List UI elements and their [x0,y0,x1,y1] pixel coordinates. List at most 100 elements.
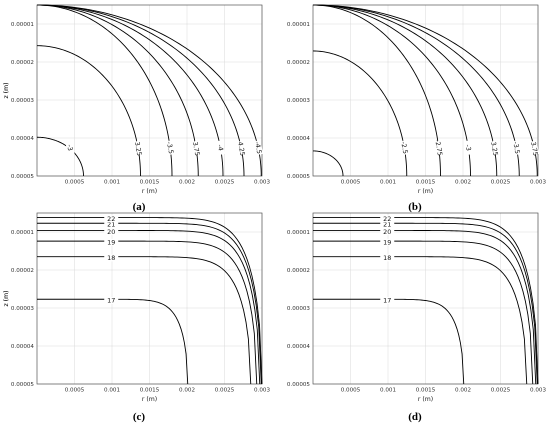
plot-frame [36,4,263,177]
contour-label-bg [489,140,500,156]
panel-caption: (c) [133,411,146,423]
contour-label: -3 [65,144,74,152]
x-tick-label: 0.0025 [491,180,511,186]
contour-line--4.5 [36,4,262,177]
contour-label: -4.5 [253,141,263,155]
x-tick-label: 0.002 [455,180,471,186]
contour-label: -2.75 [433,139,444,157]
x-axis-label: r (m) [418,396,433,403]
y-tick-label: 0.00002 [287,268,310,274]
y-tick-label: 0.00002 [287,60,310,66]
contour-label: -4 [216,144,225,152]
x-tick-label: 0.001 [104,180,120,186]
contour-label: -4.25 [236,139,247,157]
contour-label: 20 [383,228,391,236]
contour-label-bg [104,254,119,262]
x-tick-label: 0.002 [179,388,195,394]
contour-label-bg [529,140,540,156]
y-tick-label: 0.00005 [11,382,35,388]
contour-line--3 [36,136,84,177]
contour-line-18 [37,256,252,385]
x-tick-label: 0.0015 [140,388,160,394]
contour-label: 21 [107,221,115,229]
x-tick-label: 0.0015 [416,180,436,186]
contour-label: 21 [383,221,391,229]
contour-line-19 [37,240,258,385]
contour-label: 17 [107,297,115,305]
x-tick-label: 0.003 [254,180,270,186]
y-axis-label: z (m) [3,82,10,98]
contour-line--2.75 [312,4,441,177]
x-tick-label: 0.003 [254,388,270,394]
contour-label-bg [380,228,395,236]
x-tick-label: 0.0005 [65,388,85,394]
contour-label: 22 [383,215,391,223]
contour-label: 18 [107,254,115,262]
y-tick-label: 0.00003 [11,98,35,104]
x-tick-label: 0.0005 [341,180,361,186]
x-tick-label: 0.0005 [341,388,361,394]
x-tick-label: 0.0025 [491,388,511,394]
y-tick-label: 0.00001 [11,22,35,28]
x-tick-label: 0.0015 [140,180,160,186]
x-tick-label: 0.001 [104,388,120,394]
x-axis-label: r (m) [418,188,433,195]
contour-label: 19 [107,239,115,247]
contour-label: -3.5 [511,141,521,155]
contour-label-bg [434,140,444,156]
y-tick-label: 0.00005 [287,174,311,180]
contour-label-bg [380,254,395,262]
y-tick-label: 0.00003 [287,306,311,312]
plot-frame [312,4,539,177]
y-axis-label: z (m) [3,290,10,306]
y-tick-label: 0.00001 [287,230,311,236]
contour-line-21 [313,222,538,385]
contour-label: -3.5 [165,141,175,155]
contour-label: 17 [383,297,391,305]
contour-line--4 [36,4,224,177]
x-tick-label: 0.003 [530,388,546,394]
contour-line--3.5 [312,4,520,177]
contour-label-bg [133,140,143,156]
contour-label: -3.75 [191,139,202,157]
panel-caption: (d) [408,411,422,423]
contour-line-20 [37,230,261,385]
y-tick-label: 0.00004 [287,136,311,142]
y-tick-label: 0.00004 [287,344,311,350]
contour-line-17 [313,298,465,385]
x-axis-label: r (m) [142,396,157,403]
panel-caption: (b) [408,201,422,213]
y-tick-label: 0.00002 [11,268,34,274]
contour-label-bg [380,238,395,246]
contour-label-bg [380,296,395,304]
contour-line-22 [37,217,263,385]
plot-frame [36,212,263,385]
y-tick-label: 0.00004 [11,136,35,142]
x-tick-label: 0.0025 [215,388,235,394]
contour-line-unlabeled [313,150,344,177]
contour-label-bg [104,215,119,223]
contour-label-bg [253,140,264,156]
contour-line-21 [37,222,262,385]
x-tick-label: 0.0025 [215,180,235,186]
contour-line--3.75 [36,4,199,177]
chart-panel-1: 0.0005 0.001 0.0015 0.002 0.0025 0.003 0.00001… [3,4,270,213]
contour-label-bg [104,238,119,246]
contour-label-bg [104,220,119,228]
contour-label-bg [380,220,395,228]
contour-line--3.5 [36,4,173,177]
contour-line-17 [37,298,189,385]
x-axis-label: r (m) [142,188,157,195]
x-tick-label: 0.001 [380,388,396,394]
panel-caption: (a) [133,201,146,213]
chart-panel-3: 0.0005 0.001 0.0015 0.002 0.0025 0.003 0.00001… [3,212,270,423]
y-tick-label: 0.00003 [287,98,311,104]
x-tick-label: 0.0015 [416,388,436,394]
contour-label: -2.5 [399,141,409,155]
y-tick-label: 0.00002 [11,60,34,66]
contour-label-bg [104,296,119,304]
contour-label: -3.25 [489,139,500,157]
y-tick-label: 0.00004 [11,344,35,350]
y-tick-label: 0.00001 [11,230,35,236]
contour-line-19 [313,240,534,385]
